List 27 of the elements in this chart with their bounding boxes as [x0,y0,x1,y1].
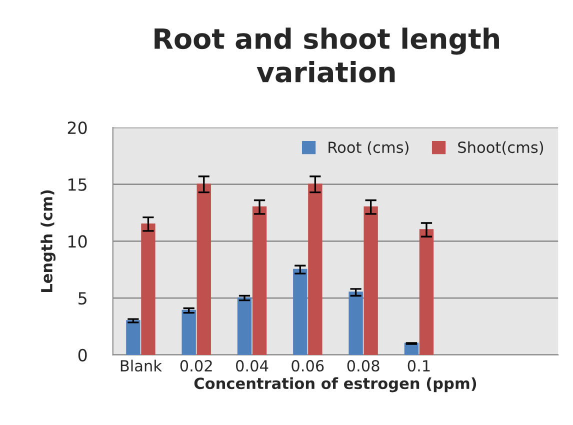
bar [126,320,140,355]
bar [348,292,363,355]
bar [364,206,378,355]
bar [182,310,196,355]
y-tick-label: 15 [68,178,86,191]
x-tick-label: 0.08 [347,360,380,372]
y-tick-label: 5 [78,292,86,305]
bar [308,184,322,355]
bar [237,297,252,355]
bar [141,223,156,355]
bar [252,206,267,355]
bar [196,184,211,355]
y-tick-label: 20 [68,121,87,134]
y-tick-label: 10 [68,235,87,248]
legend-label: Shoot(cms) [458,141,544,155]
x-tick-label: 0.02 [180,360,212,372]
x-tick-label: Blank [120,360,162,372]
y-axis-title: Length (cm) [40,190,56,292]
legend-label: Root (cms) [328,141,408,155]
chart-title: Root and shoot length variation [154,28,499,83]
bar [293,268,308,355]
y-tick-label: 0 [78,348,87,362]
bar [419,229,434,355]
x-tick-label: 0.04 [236,360,268,372]
x-axis-title: Concentration of estrogen (ppm) [194,377,476,392]
x-tick-label: 0.1 [408,360,430,372]
x-tick-label: 0.06 [292,360,324,372]
